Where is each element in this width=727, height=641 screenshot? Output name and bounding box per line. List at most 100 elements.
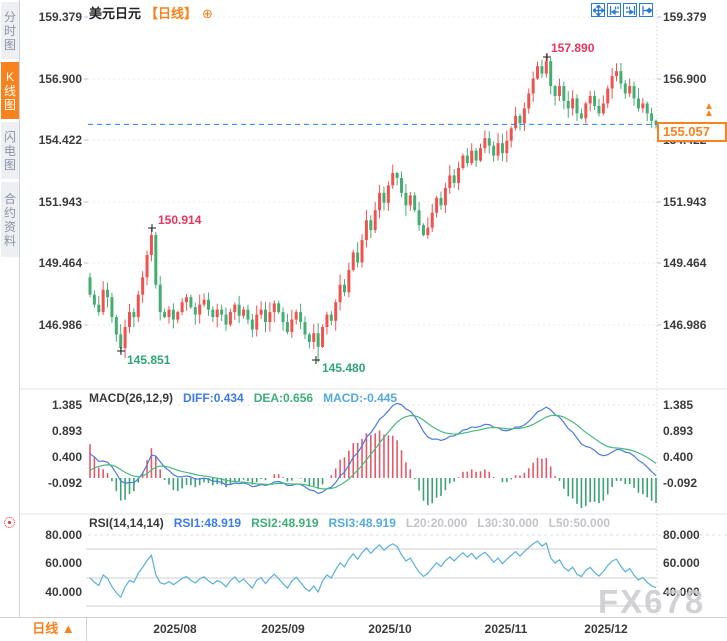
pan-tool-icon[interactable] — [591, 3, 605, 17]
candle-body — [242, 309, 246, 316]
candle-body — [351, 252, 355, 270]
candle-body — [421, 225, 425, 236]
candle-body — [198, 304, 202, 315]
macd-title: MACD(26,12,9) — [89, 391, 174, 405]
candle-body — [615, 71, 619, 77]
rsi1-readout: RSI1:48.919 — [173, 516, 242, 530]
candle-body — [413, 195, 417, 211]
sidebar-tab-flash[interactable]: 闪电图 — [1, 122, 19, 179]
candle-body — [514, 115, 518, 129]
rsi-settings-icon[interactable] — [4, 517, 15, 528]
rsi-l30-readout: L30:30.000 — [477, 516, 539, 530]
jump-latest-icon[interactable] — [639, 3, 653, 17]
macd-axis-label-left: 0.893 — [51, 424, 82, 438]
candle-body — [641, 103, 645, 109]
candle-body — [408, 195, 412, 206]
candle-body — [250, 319, 254, 330]
candle-body — [321, 327, 325, 347]
price-annotation: 145.851 — [127, 353, 171, 367]
candle-body — [154, 235, 158, 285]
scroll-left-icon[interactable] — [607, 3, 621, 17]
candle-body — [391, 172, 395, 186]
candle-body — [255, 314, 259, 330]
candle-body — [452, 175, 456, 183]
macd-diff-readout: DIFF:0.434 — [183, 391, 244, 405]
candle-body — [654, 120, 658, 125]
macd-dea-line — [89, 414, 657, 490]
candle-body — [259, 309, 263, 315]
gear-icon[interactable]: ⊕ — [202, 6, 213, 21]
candle-body — [470, 150, 474, 164]
candle-body — [457, 168, 461, 183]
rsi-axis-label-left: 40.000 — [45, 585, 82, 599]
period-selector[interactable]: 日线 ▲ — [21, 617, 87, 641]
candle-body — [268, 312, 272, 323]
candle-body — [549, 61, 553, 87]
macd-header: MACD(26,12,9) DIFF:0.434 DEA:0.656 MACD:-0.… — [89, 391, 655, 405]
candle-body — [461, 155, 465, 169]
candle-body — [544, 61, 548, 74]
candle-body — [579, 113, 583, 119]
candle-body — [285, 322, 289, 332]
candle-body — [211, 309, 215, 318]
candle-body — [206, 299, 210, 310]
scroll-right-icon[interactable] — [623, 3, 637, 17]
candle-body — [492, 145, 496, 156]
candle-body — [141, 277, 145, 295]
rsi-line — [89, 540, 657, 599]
sidebar-tab-kline[interactable]: K线图 — [1, 62, 19, 119]
price-axis-label-right: 146.986 — [663, 318, 707, 332]
candle-body — [395, 172, 399, 178]
period-arrow-icon: ▲ — [61, 621, 75, 636]
candle-body — [171, 309, 175, 320]
candle-body — [619, 71, 623, 84]
candle-body — [101, 289, 105, 313]
candle-body — [158, 284, 162, 313]
candle-body — [378, 192, 382, 211]
candle-body — [167, 309, 171, 318]
candle-body — [527, 93, 531, 109]
rsi-l50-readout: L50:50.000 — [548, 516, 611, 530]
rsi-axis-label-right: 40.000 — [663, 585, 700, 599]
candle-body — [329, 314, 333, 321]
candle-body — [88, 277, 92, 295]
candle-body — [136, 294, 140, 318]
candle-body — [593, 95, 597, 106]
candle-body — [176, 312, 180, 320]
candle-body — [294, 312, 298, 320]
candle-body — [650, 113, 654, 121]
candle-body — [478, 148, 482, 161]
candle-body — [228, 312, 232, 325]
candle-body — [636, 98, 640, 109]
symbol-title: 美元日元 — [89, 6, 142, 21]
candle-body — [264, 309, 268, 323]
macd-diff-line — [89, 402, 657, 495]
candle-body — [474, 150, 478, 161]
candle-body — [426, 227, 430, 236]
candle-body — [145, 254, 149, 278]
rsi3-readout: RSI3:48.919 — [328, 516, 396, 530]
x-axis-label: 2025/11 — [484, 622, 528, 636]
price-axis-label-right: 159.379 — [663, 10, 707, 24]
candle-body — [571, 98, 575, 109]
candle-body — [584, 103, 588, 119]
rsi-axis-label-left: 60.000 — [45, 556, 82, 570]
candle-body — [448, 175, 452, 188]
candle-body — [312, 333, 316, 342]
candle-body — [360, 240, 364, 263]
sidebar: 分时图 K线图 闪电图 合约资料 — [0, 0, 20, 641]
candle-body — [272, 303, 276, 313]
price-axis-label-right: 156.900 — [663, 72, 707, 86]
macd-axis-label-right: -0.092 — [663, 476, 698, 490]
candle-body — [364, 220, 368, 241]
candle-body — [522, 108, 526, 124]
candle-body — [325, 314, 329, 328]
candle-body — [215, 309, 219, 318]
candle-body — [610, 76, 614, 89]
x-axis-label: 2025/09 — [261, 622, 305, 636]
candle-body — [119, 334, 123, 349]
sidebar-tab-contract-info[interactable]: 合约资料 — [1, 182, 19, 257]
price-axis-label-left: 159.379 — [38, 10, 82, 24]
sidebar-tab-timeline[interactable]: 分时图 — [1, 2, 19, 59]
